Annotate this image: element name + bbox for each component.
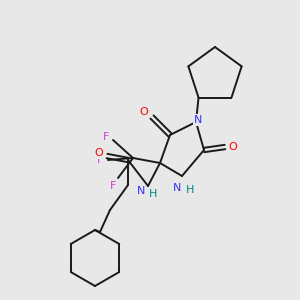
Text: O: O <box>94 148 103 158</box>
Text: H: H <box>149 189 157 199</box>
Text: O: O <box>229 142 237 152</box>
Text: F: F <box>97 155 103 165</box>
Text: N: N <box>173 183 181 193</box>
Text: O: O <box>140 107 148 117</box>
Text: H: H <box>186 185 194 195</box>
Text: F: F <box>103 132 109 142</box>
Text: N: N <box>194 115 202 125</box>
Text: N: N <box>137 186 145 196</box>
Text: F: F <box>110 181 116 191</box>
